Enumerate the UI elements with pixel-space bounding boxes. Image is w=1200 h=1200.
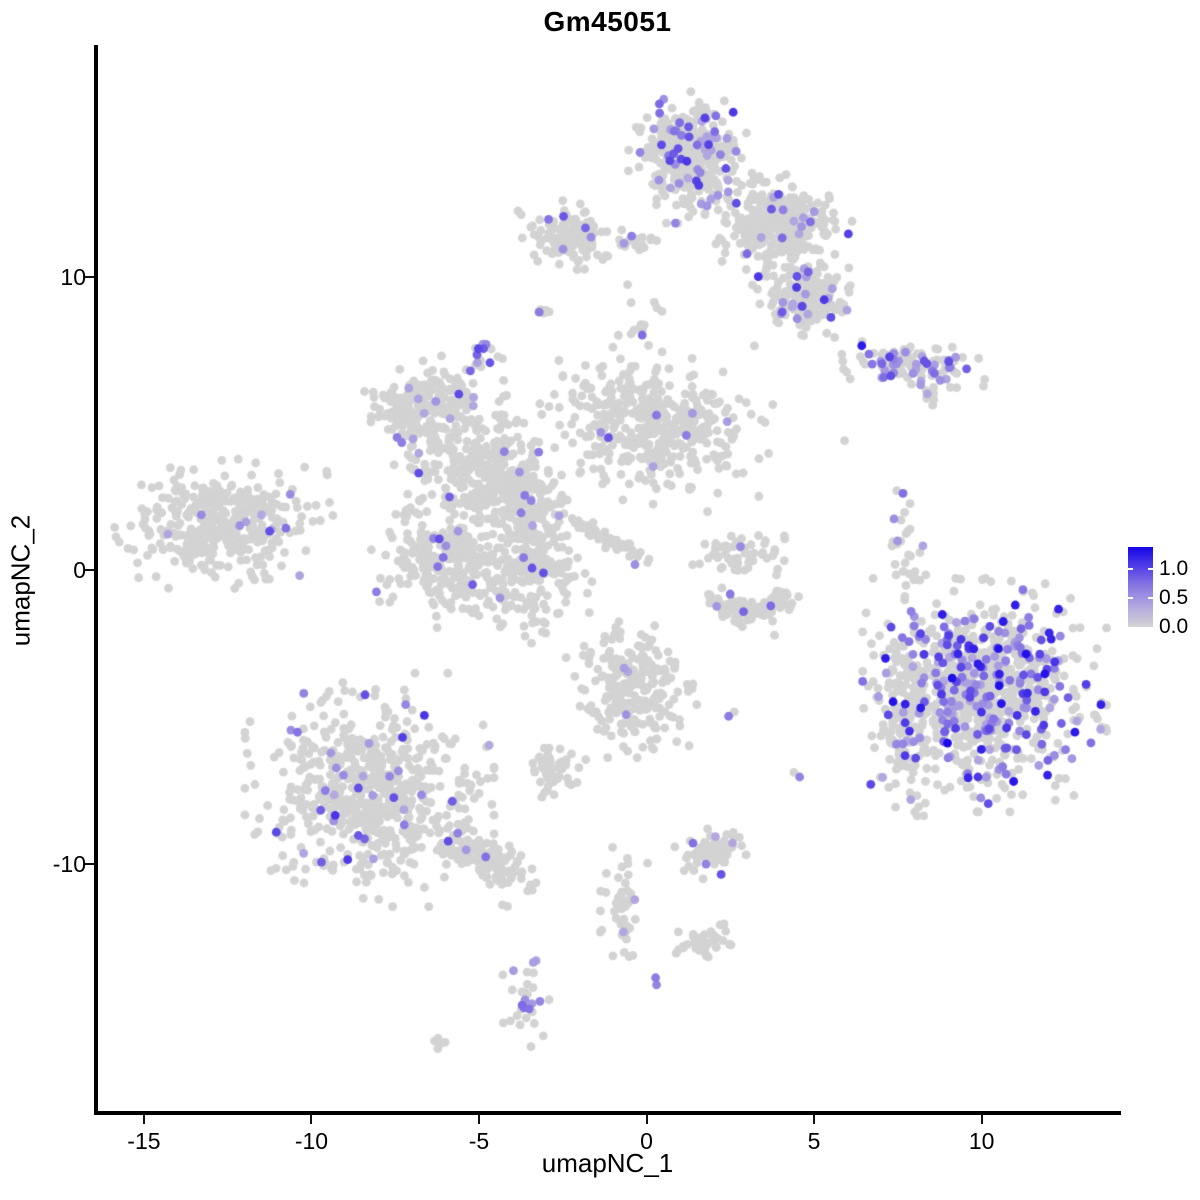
legend-label: 0.5 — [1159, 586, 1189, 609]
x-tick-label: 5 — [807, 1128, 821, 1154]
x-tick-label: -15 — [127, 1128, 161, 1154]
y-axis-title-text: umapNC_2 — [5, 514, 36, 646]
x-tick-mark — [142, 1115, 145, 1124]
legend-tick-mark — [1128, 597, 1133, 599]
y-tick-label: -10 — [52, 850, 86, 877]
x-axis-line — [94, 1111, 1121, 1115]
y-tick-mark — [85, 569, 94, 572]
x-tick-label: 0 — [640, 1128, 653, 1154]
x-tick-mark — [813, 1115, 816, 1124]
x-axis-title: umapNC_1 — [541, 1148, 674, 1178]
x-tick-label: -10 — [294, 1128, 329, 1154]
y-tick-label: 0 — [73, 557, 86, 584]
legend-gradient-bar — [1128, 547, 1153, 627]
x-tick-mark — [477, 1115, 480, 1124]
x-tick-mark — [310, 1115, 313, 1124]
legend-label: 0.0 — [1159, 615, 1189, 638]
y-tick-mark — [85, 862, 94, 865]
y-tick-label: 10 — [60, 263, 86, 290]
legend-tick-mark — [1128, 568, 1133, 571]
expression-legend: 1.0 0.5 0.0 — [1128, 547, 1198, 638]
legend-tick-mark — [1148, 597, 1153, 599]
legend-label: 1.0 — [1159, 557, 1189, 581]
x-tick-mark — [645, 1115, 648, 1124]
page-title: Gm45051 — [543, 6, 672, 37]
x-tick-label: 10 — [968, 1128, 995, 1154]
x-tick-label: -5 — [468, 1128, 490, 1154]
y-axis-title: umapNC_2 — [0, 45, 42, 1115]
legend-tick-mark — [1148, 568, 1153, 571]
y-tick-mark — [85, 275, 94, 278]
y-axis-line — [94, 45, 98, 1115]
x-tick-mark — [980, 1115, 983, 1124]
